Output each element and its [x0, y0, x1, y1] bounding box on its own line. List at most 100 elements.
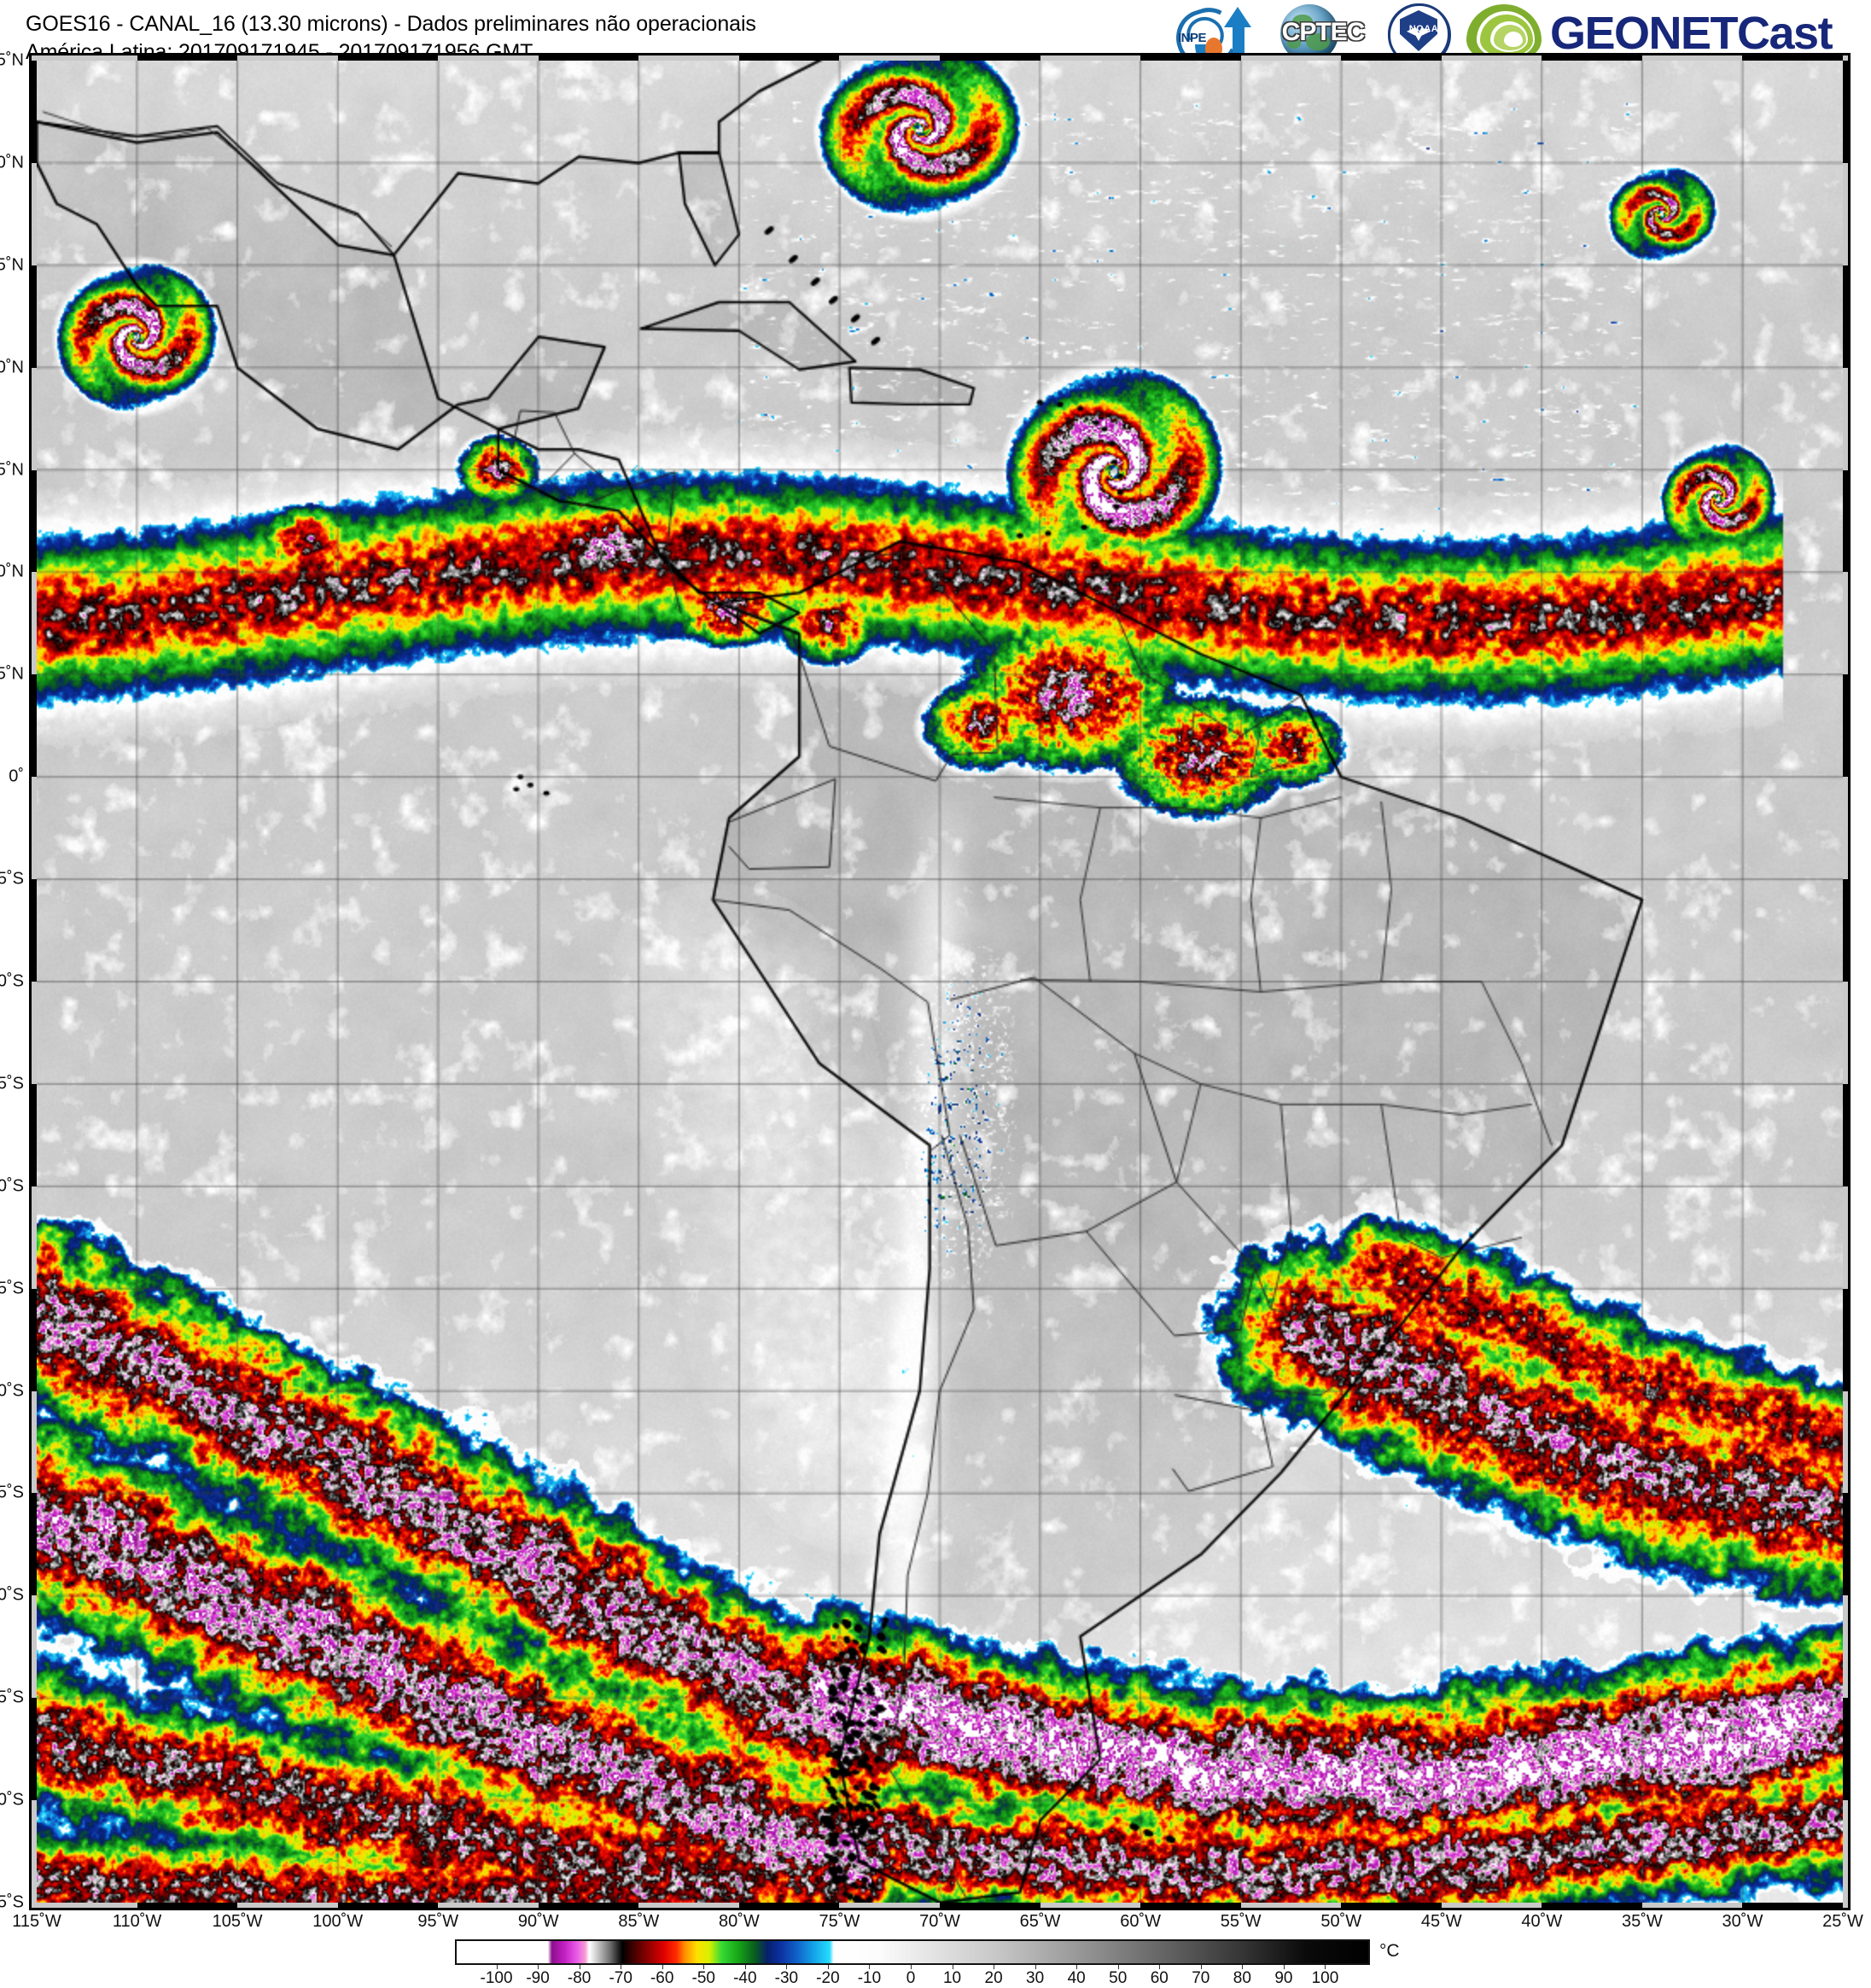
lon-tick-label: 35˚W: [1622, 1912, 1663, 1932]
lat-tick-label: 55˚S: [0, 1893, 24, 1913]
frame-tick-band: [29, 674, 37, 777]
lon-tick-label: 75˚W: [819, 1912, 860, 1932]
satellite-image[interactable]: [37, 61, 1843, 1903]
frame-tick-band: [1140, 1903, 1241, 1910]
frame-tick-band: [29, 61, 37, 163]
colorbar-tick-label: 0: [906, 1969, 916, 1988]
lat-tick-label: 20˚N: [0, 358, 24, 377]
map-image-canvas[interactable]: [37, 61, 1843, 1903]
colorbar-tick-label: -100: [481, 1969, 513, 1988]
lon-tick-label: 30˚W: [1722, 1912, 1763, 1932]
lat-tick-label: 15˚S: [0, 1074, 24, 1093]
lat-tick-label: 15˚N: [0, 460, 24, 480]
frame-tick-band: [1341, 1903, 1442, 1910]
colorbar-ticks: -100 -90 -80 -70 -60 -50 -40 -30 -20 -10 0 10 20 30 40…: [455, 1965, 1370, 1985]
cptec-logo-text: CPTEC: [1275, 18, 1371, 47]
colorbar-tick-label: -70: [609, 1969, 632, 1988]
frame-tick-band: [940, 53, 1040, 61]
lat-tick-label: 25˚S: [0, 1279, 24, 1298]
lat-tick-label: 50˚S: [0, 1791, 24, 1810]
frame-tick-band: [338, 53, 439, 61]
colorbar-tick-label: 100: [1312, 1969, 1339, 1988]
frame-tick-band: [1843, 1289, 1851, 1391]
frame-tick-band: [739, 1903, 840, 1910]
colorbar-tick-label: 20: [985, 1969, 1003, 1988]
frame-tick-band: [1742, 53, 1843, 61]
frame-tick-band: [1140, 53, 1241, 61]
frame-tick-band: [29, 1698, 37, 1800]
colorbar-tick-label: -80: [568, 1969, 591, 1988]
frame-tick-band: [1542, 1903, 1642, 1910]
lon-tick-label: 60˚W: [1120, 1912, 1161, 1932]
colorbar-gradient: [457, 1941, 1368, 1963]
lat-tick-label: 0˚: [9, 767, 24, 787]
frame-tick-band: [1742, 1903, 1843, 1910]
frame-tick-band: [539, 1903, 639, 1910]
colorbar-tick-label: -90: [526, 1969, 549, 1988]
frame-tick-band: [1843, 674, 1851, 777]
frame-tick-band: [1843, 470, 1851, 573]
frame-tick-band: [1843, 1698, 1851, 1800]
frame-tick-band: [137, 53, 238, 61]
lon-tick-label: 100˚W: [312, 1912, 363, 1932]
lat-tick-label: 20˚S: [0, 1176, 24, 1196]
satellite-map[interactable]: [29, 53, 1851, 1910]
lon-tick-label: 50˚W: [1320, 1912, 1361, 1932]
lat-tick-label: 45˚S: [0, 1688, 24, 1708]
lat-tick-label: 25˚N: [0, 255, 24, 275]
frame-tick-band: [1341, 53, 1442, 61]
lat-tick-label: 30˚S: [0, 1381, 24, 1401]
longitude-axis: 115˚W 110˚W 105˚W 100˚W 95˚W 90˚W 85˚W 80˚W 75˚W…: [29, 1912, 1851, 1938]
frame-tick-band: [1843, 879, 1851, 982]
lon-tick-label: 80˚W: [719, 1912, 760, 1932]
inpe-arrow-head-icon: [1224, 7, 1251, 27]
colorbar-tick-label: 80: [1233, 1969, 1251, 1988]
page-title: GOES16 - CANAL_16 (13.30 microns) - Dado…: [26, 10, 756, 38]
lat-tick-label: 35˚N: [0, 51, 24, 71]
colorbar-tick-label: -30: [775, 1969, 798, 1988]
colorbar-tick-label: 50: [1109, 1969, 1127, 1988]
lon-tick-label: 95˚W: [417, 1912, 458, 1932]
colorbar-tick-label: 30: [1026, 1969, 1044, 1988]
lon-tick-label: 45˚W: [1421, 1912, 1462, 1932]
colorbar-tick-label: -10: [858, 1969, 881, 1988]
lat-tick-label: 30˚N: [0, 153, 24, 172]
lat-tick-label: 10˚N: [0, 563, 24, 582]
frame-tick-band: [338, 1903, 439, 1910]
latitude-axis: 35˚N 30˚N 25˚N 20˚N 15˚N 10˚N 5˚N 0˚ 5˚S 10˚S 15˚S…: [0, 53, 29, 1910]
colorbar-tick-label: -40: [733, 1969, 756, 1988]
frame-tick-band: [1843, 265, 1851, 368]
frame-tick-band: [29, 1493, 37, 1595]
frame-tick-band: [739, 53, 840, 61]
lon-tick-label: 90˚W: [518, 1912, 559, 1932]
colorbar-tick-label: 60: [1151, 1969, 1169, 1988]
frame-tick-band: [1843, 1493, 1851, 1595]
colorbar-unit-label: °C: [1379, 1941, 1400, 1962]
frame-tick-band: [29, 265, 37, 368]
lon-tick-label: 25˚W: [1822, 1912, 1863, 1932]
lon-tick-label: 85˚W: [618, 1912, 659, 1932]
colorbar-tick-label: 90: [1274, 1969, 1292, 1988]
colorbar-section: -100 -90 -80 -70 -60 -50 -40 -30 -20 -10 0 10 20 30 40…: [0, 1939, 1871, 1987]
lat-tick-label: 35˚S: [0, 1484, 24, 1503]
lon-tick-label: 65˚W: [1020, 1912, 1061, 1932]
frame-tick-band: [1542, 53, 1642, 61]
colorbar-tick-label: 10: [943, 1969, 961, 1988]
frame-tick-band: [1843, 61, 1851, 163]
colorbar-tick-label: 70: [1192, 1969, 1209, 1988]
colorbar: [455, 1939, 1370, 1965]
frame-tick-band: [29, 879, 37, 982]
lat-tick-label: 5˚S: [0, 870, 24, 889]
colorbar-tick-label: 40: [1068, 1969, 1086, 1988]
frame-tick-band: [29, 1289, 37, 1391]
frame-tick-band: [940, 1903, 1040, 1910]
frame-tick-band: [539, 53, 639, 61]
frame-tick-band: [137, 1903, 238, 1910]
screenshot-root: GOES16 - CANAL_16 (13.30 microns) - Dado…: [0, 0, 1871, 1987]
lon-tick-label: 70˚W: [919, 1912, 960, 1932]
lat-tick-label: 40˚S: [0, 1586, 24, 1606]
geonetcast-logo-text: GEONETCast: [1550, 10, 1832, 56]
frame-tick-band: [29, 470, 37, 573]
lon-tick-label: 115˚W: [12, 1912, 61, 1932]
colorbar-tick-label: -20: [816, 1969, 839, 1988]
